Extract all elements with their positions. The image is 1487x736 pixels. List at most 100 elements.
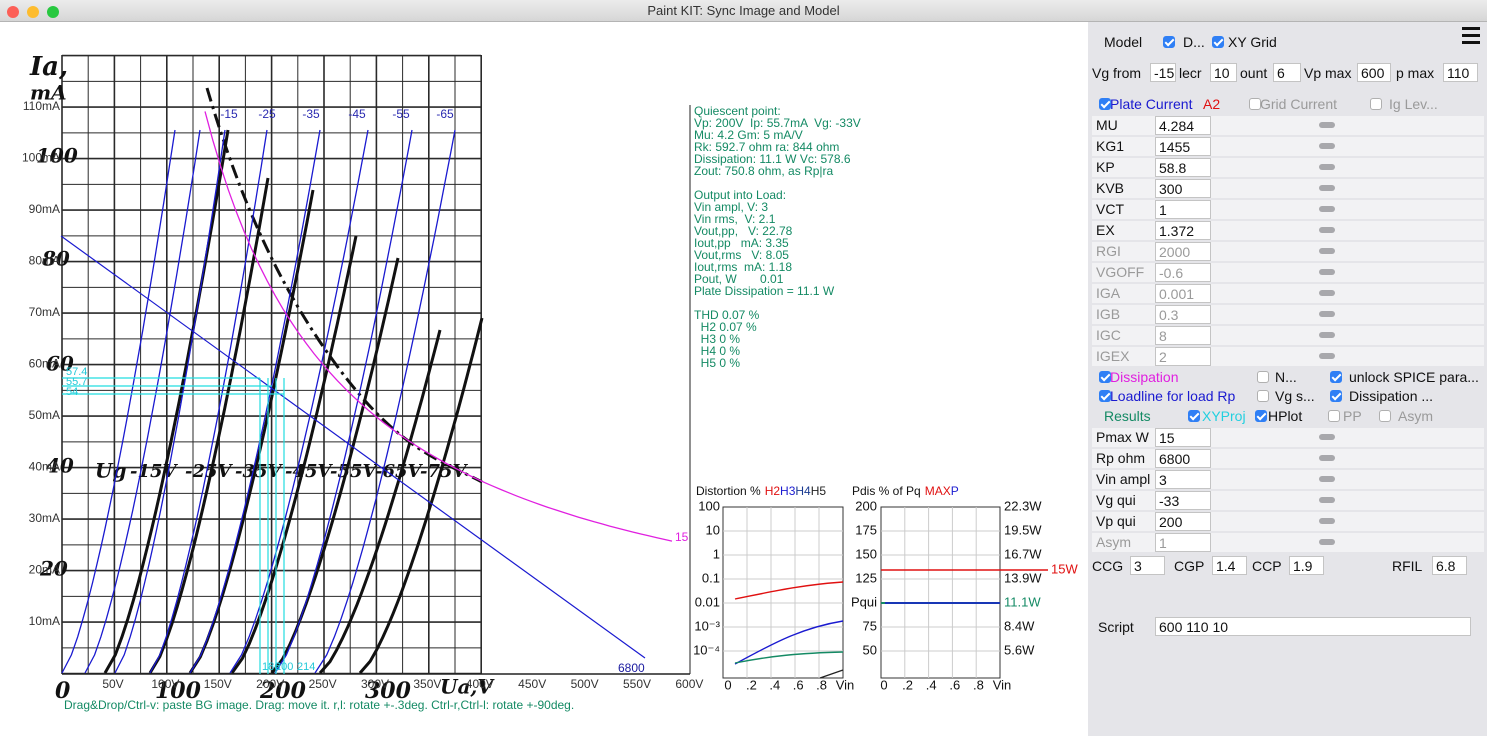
checkbox[interactable] [1379,410,1391,422]
checkbox-label: Asym [1398,408,1433,424]
info-line: H4 0 % [694,344,740,358]
param-slider[interactable] [1319,164,1335,170]
param-input[interactable]: 3 [1155,470,1211,489]
scan-curve [358,317,484,674]
param-slider[interactable] [1319,434,1335,440]
param-slider[interactable] [1319,248,1335,254]
param-input[interactable]: 300 [1155,179,1211,198]
param-input[interactable]: 2 [1155,347,1211,366]
curve-label: -55 [392,107,410,121]
param-slider[interactable] [1319,143,1335,149]
param-input[interactable]: 8 [1155,326,1211,345]
checkbox[interactable] [1099,98,1111,110]
row-band [1092,428,1484,447]
field-input[interactable]: 110 [1443,63,1478,82]
script-input[interactable]: 600 110 10 [1155,617,1471,636]
field-input[interactable]: 600 [1357,63,1391,82]
h2-curve [734,581,844,600]
y-axis-label: 90mA [29,202,60,216]
row-band [1092,221,1484,240]
field-label: CCP [1252,558,1282,574]
y-axis-label: 1 [713,546,720,561]
param-input[interactable]: 1 [1155,533,1211,552]
field-input[interactable]: 1.4 [1212,556,1247,575]
field-input[interactable]: 6 [1273,63,1301,82]
param-slider[interactable] [1319,518,1335,524]
checkbox[interactable] [1188,410,1200,422]
param-slider[interactable] [1319,476,1335,482]
param-input[interactable]: 2000 [1155,242,1211,261]
param-slider[interactable] [1319,311,1335,317]
param-slider[interactable] [1319,206,1335,212]
param-label: Asym [1096,534,1131,550]
param-input[interactable]: -33 [1155,491,1211,510]
checkbox[interactable] [1257,390,1269,402]
x-axis-label: 250V [309,677,337,691]
field-label: ount [1240,65,1268,81]
param-input[interactable]: 6800 [1155,449,1211,468]
param-slider[interactable] [1319,353,1335,359]
field-input[interactable]: -15 [1150,63,1176,82]
param-input[interactable]: 200 [1155,512,1211,531]
x-axis-label: 500V [571,677,599,691]
param-input[interactable]: 1 [1155,200,1211,219]
field-input[interactable]: 10 [1210,63,1237,82]
zoom-button[interactable] [47,6,59,18]
param-slider[interactable] [1319,497,1335,503]
x-axis-label: Vin [836,677,855,692]
y-axis-label: 125 [855,570,877,585]
dissipation-label: 15 [675,530,689,544]
checkbox[interactable] [1370,98,1382,110]
param-slider[interactable] [1319,269,1335,275]
info-line: Quiescent point: [694,104,781,118]
field-input[interactable]: 6.8 [1432,556,1467,575]
info-line: Vout,pp, V: 22.78 [694,224,793,238]
param-slider[interactable] [1319,185,1335,191]
minimize-button[interactable] [27,6,39,18]
checkbox[interactable] [1099,390,1111,402]
info-line: Mu: 4.2 Gm: 5 mA/V [694,128,803,142]
row-band [1092,116,1484,135]
param-label: KP [1096,159,1115,175]
legend-entry: H5 [811,484,827,498]
param-input[interactable]: 58.8 [1155,158,1211,177]
param-input[interactable]: 4.284 [1155,116,1211,135]
param-slider[interactable] [1319,455,1335,461]
close-button[interactable] [7,6,19,18]
field-input[interactable]: 3 [1130,556,1165,575]
checkbox[interactable] [1330,371,1342,383]
checkbox[interactable] [1257,371,1269,383]
param-input[interactable]: 1.372 [1155,221,1211,240]
param-slider[interactable] [1319,539,1335,545]
param-slider[interactable] [1319,290,1335,296]
param-input[interactable]: 1455 [1155,137,1211,156]
param-slider[interactable] [1319,332,1335,338]
param-input[interactable]: -0.6 [1155,263,1211,282]
field-input[interactable]: 1.9 [1289,556,1324,575]
param-input[interactable]: 0.3 [1155,305,1211,324]
row-band [1092,491,1484,510]
checkbox-label: Loadline for load Rp [1110,388,1236,404]
param-input[interactable]: 0.001 [1155,284,1211,303]
checkbox[interactable] [1163,36,1175,48]
checkbox[interactable] [1330,390,1342,402]
checkbox-label: D... [1183,34,1205,50]
y-axis-label: 30mA [29,511,60,525]
info-line: Iout,pp mA: 3.35 [694,236,789,250]
y-axis-label: Pqui [851,594,877,609]
scan-label: 60 [46,352,74,376]
field-label: CGP [1174,558,1205,574]
checkbox[interactable] [1255,410,1267,422]
checkbox[interactable] [1328,410,1340,422]
param-input[interactable]: 15 [1155,428,1211,447]
x-axis-label: Vin [993,677,1012,692]
param-slider[interactable] [1319,227,1335,233]
checkbox[interactable] [1099,371,1111,383]
checkbox[interactable] [1249,98,1261,110]
param-label: MU [1096,117,1118,133]
right-axis-label: 8.4W [1004,618,1035,633]
param-slider[interactable] [1319,122,1335,128]
scan-label: Ua,V [440,675,495,699]
checkbox[interactable] [1212,36,1224,48]
